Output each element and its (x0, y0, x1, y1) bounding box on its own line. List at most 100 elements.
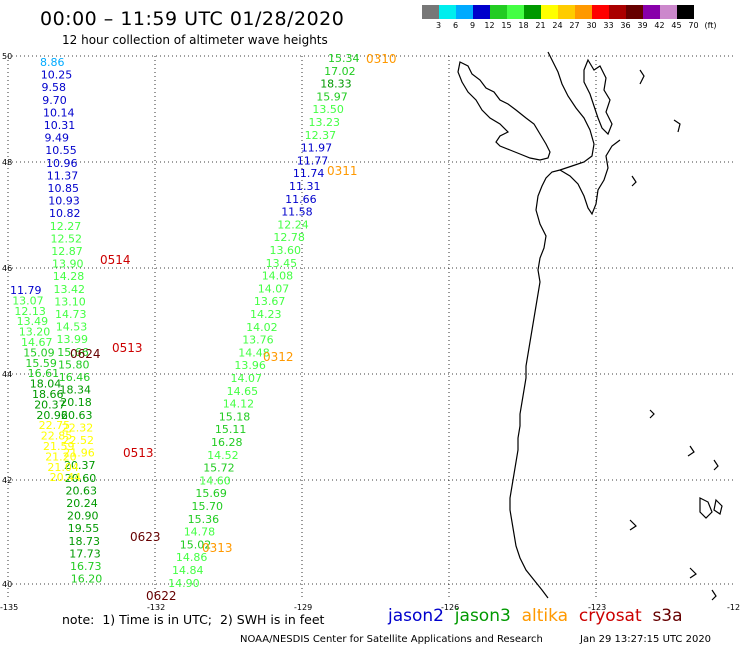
wave-height-value: 14.12 (223, 398, 255, 411)
wave-height-value: 15.97 (316, 90, 348, 103)
satellite-name: jason2 (388, 606, 455, 626)
wave-height-value: 20.63 (61, 409, 93, 422)
legend-swatch (660, 5, 677, 19)
wave-height-value: 14.67 (21, 336, 53, 349)
wave-height-value: 20.60 (65, 472, 97, 485)
wave-height-value: 22.52 (63, 434, 95, 447)
legend-swatch (609, 5, 626, 19)
longitude-label: -120 (727, 603, 740, 612)
wave-height-value: 19.55 (68, 522, 100, 535)
wave-height-value: 8.86 (40, 56, 65, 69)
wave-height-value: 15.59 (25, 357, 57, 370)
legend-label: 70 (688, 21, 699, 30)
wave-height-value: 15.11 (215, 423, 247, 436)
wave-height-value: 14.73 (55, 308, 87, 321)
wave-height-value: 12.37 (305, 129, 337, 142)
legend-swatch (473, 5, 490, 19)
wave-height-value: 13.96 (234, 359, 266, 372)
wave-height-value: 10.85 (48, 182, 80, 195)
wave-height-value: 15.70 (192, 500, 224, 513)
wave-height-value: 9.58 (42, 81, 67, 94)
wave-height-value: 20.37 (34, 398, 65, 411)
wave-height-value: 16.28 (211, 436, 243, 449)
wave-height-value: 21.04 (47, 461, 79, 474)
legend-swatch (575, 5, 592, 19)
wave-height-value: 11.97 (301, 142, 333, 155)
wave-height-value: 22.85 (41, 430, 73, 443)
wave-height-value: 13.99 (57, 333, 89, 346)
wave-height-value: 20.90 (67, 510, 99, 523)
wave-height-value: 10.25 (41, 69, 73, 82)
wave-height-value: 16.61 (28, 367, 59, 380)
wave-height-value: 13.49 (17, 315, 48, 328)
wave-height-value: 13.07 (12, 294, 44, 307)
latitude-label: 50 (2, 52, 12, 61)
longitude-label: -123 (588, 603, 606, 612)
wave-height-value: 20.63 (66, 484, 98, 497)
latitude-label: 46 (2, 264, 12, 273)
wave-height-value: 11.79 (10, 284, 42, 297)
wave-height-value: 16.73 (70, 560, 102, 573)
wave-height-value: 13.50 (312, 103, 344, 116)
wave-height-value: 21.96 (63, 447, 95, 460)
wave-height-value: 14.86 (176, 551, 208, 564)
lat-lon-grid (7, 55, 735, 600)
pass-time-tag: 0623 (130, 530, 161, 544)
wave-height-value: 11.58 (281, 206, 313, 219)
wave-height-value: 9.49 (45, 132, 70, 145)
satellite-legend: jason2 jason3 altika cryosat s3a (388, 606, 683, 626)
longitude-label: -132 (147, 603, 165, 612)
wave-height-value: 12.52 (51, 232, 83, 245)
legend-swatch (626, 5, 643, 19)
wave-height-value: 13.42 (54, 283, 86, 296)
wave-height-value: 15.72 (203, 462, 235, 475)
legend-label: 21 (535, 21, 546, 30)
wave-height-value: 13.90 (52, 258, 84, 271)
wave-height-value: 15.09 (23, 346, 55, 359)
legend-label: 9 (469, 21, 476, 30)
legend-swatch (643, 5, 660, 19)
legend-swatch (592, 5, 609, 19)
longitude-label: -129 (294, 603, 312, 612)
wave-height-value: 12.27 (50, 220, 82, 233)
wave-height-value: 10.14 (43, 106, 75, 119)
wave-height-value: 14.23 (250, 308, 282, 321)
wave-height-value: 14.07 (258, 282, 290, 295)
axis-labels: -135 -132 -129 -126 -123 -120 50 48 46 44 42 40 (0, 52, 740, 612)
wave-height-value: 18.34 (60, 384, 92, 397)
wave-height-value: 15.80 (58, 358, 90, 371)
pass-time-tag: 0624 (70, 347, 101, 361)
wave-height-value: 20.44 (50, 471, 82, 484)
wave-height-value: 13.76 (242, 334, 274, 347)
legend-label: 27 (569, 21, 580, 30)
legend-label: 15 (501, 21, 512, 30)
wave-height-value: 12.78 (273, 231, 305, 244)
wave-height-value: 17.02 (324, 65, 356, 78)
wave-height-value: 20.24 (66, 497, 98, 510)
wave-height-value: 18.04 (30, 378, 62, 391)
wave-height-value: 21.20 (45, 450, 76, 463)
color-legend-labels: 3 6 9 12 15 18 21 24 27 30 33 36 39 42 45 70 (ft) (422, 21, 740, 31)
wave-height-value: 13.10 (54, 295, 86, 308)
map-title: 00:00 – 11:59 UTC 01/28/2020 (40, 8, 345, 30)
wave-height-value: 11.66 (285, 193, 317, 206)
latitude-label: 48 (2, 158, 12, 167)
wave-height-value: 11.37 (47, 169, 79, 182)
wave-height-value: 11.77 (297, 154, 329, 167)
wave-height-value: 10.55 (45, 144, 77, 157)
wave-height-value: 18.66 (32, 388, 64, 401)
satellite-name: cryosat (578, 606, 653, 626)
wave-height-value: 14.08 (262, 270, 294, 283)
coastline (457, 51, 723, 601)
latitude-label: 40 (2, 580, 12, 589)
legend-label: (ft) (704, 21, 717, 30)
color-legend (422, 5, 694, 19)
pass-time-tag: 0311 (327, 164, 358, 178)
latitude-label: 44 (2, 370, 12, 379)
wave-height-value: 15.34 (328, 52, 360, 65)
wave-height-value: 21.59 (43, 440, 75, 453)
wave-height-value: 9.70 (42, 94, 67, 107)
wave-height-value: 14.52 (207, 449, 239, 462)
wave-height-value: 10.96 (46, 157, 78, 170)
